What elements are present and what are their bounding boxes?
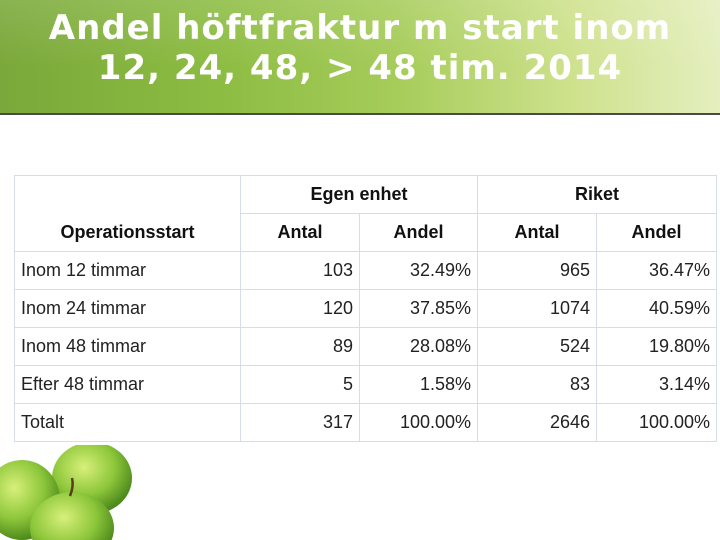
cell-antal-egen: 5	[240, 365, 360, 404]
cell-andel-riket: 100.00%	[596, 403, 718, 442]
column-header-antal-egen: Antal	[240, 213, 360, 252]
cell-andel-riket: 3.14%	[596, 365, 718, 404]
cell-antal-riket: 965	[477, 251, 598, 290]
cell-andel-egen: 100.00%	[358, 403, 479, 442]
row-label: Inom 12 timmar	[14, 251, 241, 290]
cell-antal-egen: 317	[240, 403, 360, 442]
cell-antal-egen: 89	[240, 327, 360, 366]
slide-title: Andel höftfraktur m start inom 12, 24, 4…	[0, 8, 720, 88]
cell-antal-riket: 2646	[477, 403, 598, 442]
cell-antal-riket: 83	[477, 365, 598, 404]
cell-andel-egen: 37.85%	[358, 289, 479, 328]
cell-andel-riket: 40.59%	[596, 289, 718, 328]
group-header-blank	[14, 175, 241, 214]
statistics-table: Egen enhet Riket Operationsstart Antal A…	[14, 175, 718, 442]
banner-divider	[0, 113, 720, 115]
row-label: Inom 24 timmar	[14, 289, 241, 328]
slide-title-line-2: 12, 24, 48, > 48 tim. 2014	[97, 48, 623, 88]
row-label: Inom 48 timmar	[14, 327, 241, 366]
cell-andel-egen: 32.49%	[358, 251, 479, 290]
column-header-andel-riket: Andel	[596, 213, 718, 252]
table-row: Inom 48 timmar 89 28.08% 524 19.80%	[14, 327, 718, 366]
statistics-table-container: Egen enhet Riket Operationsstart Antal A…	[14, 175, 718, 445]
cell-antal-riket: 1074	[477, 289, 598, 328]
cell-antal-egen: 120	[240, 289, 360, 328]
table-row: Efter 48 timmar 5 1.58% 83 3.14%	[14, 365, 718, 404]
row-label: Efter 48 timmar	[14, 365, 241, 404]
group-header-egen-enhet: Egen enhet	[239, 175, 479, 214]
column-header-operationsstart: Operationsstart	[14, 213, 241, 252]
table-row: Inom 12 timmar 103 32.49% 965 36.47%	[14, 251, 718, 290]
column-header-row: Operationsstart Antal Andel Antal Andel	[14, 213, 718, 252]
cell-andel-riket: 19.80%	[596, 327, 718, 366]
cell-antal-egen: 103	[240, 251, 360, 290]
table-row-total: Totalt 317 100.00% 2646 100.00%	[14, 403, 718, 442]
cell-andel-riket: 36.47%	[596, 251, 718, 290]
table-row: Inom 24 timmar 120 37.85% 1074 40.59%	[14, 289, 718, 328]
title-banner	[0, 0, 720, 113]
apple-icon	[0, 442, 132, 540]
cell-andel-egen: 28.08%	[358, 327, 479, 366]
slide-title-line-1: Andel höftfraktur m start inom	[48, 8, 672, 48]
group-header-riket: Riket	[477, 175, 718, 214]
column-header-antal-riket: Antal	[477, 213, 598, 252]
cell-antal-riket: 524	[477, 327, 598, 366]
column-header-andel-egen: Andel	[358, 213, 479, 252]
cell-andel-egen: 1.58%	[358, 365, 479, 404]
row-label: Totalt	[14, 403, 241, 442]
group-header-row: Egen enhet Riket	[14, 175, 718, 214]
